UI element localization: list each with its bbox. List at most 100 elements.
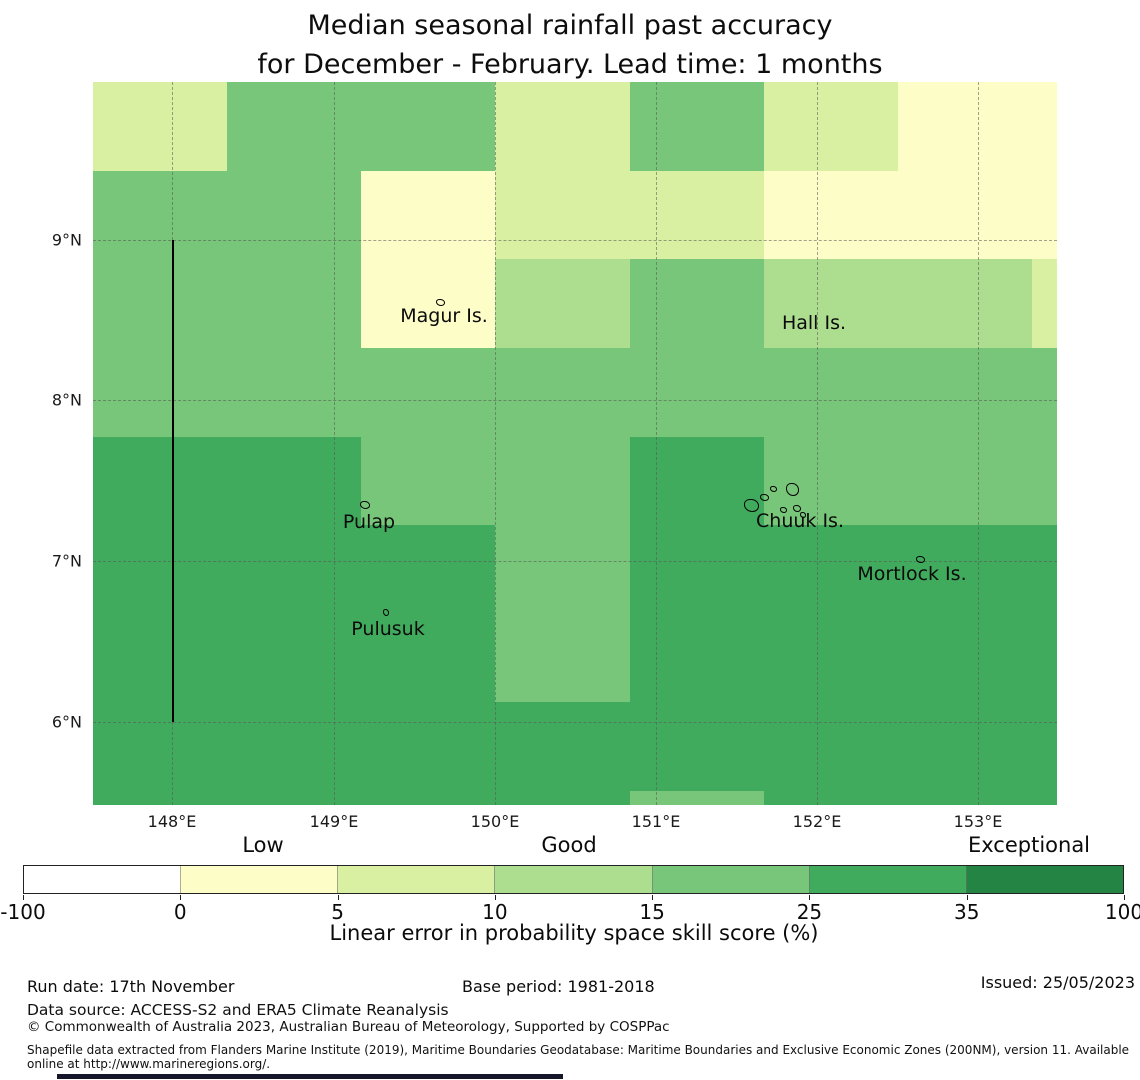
islet-outline bbox=[786, 483, 799, 496]
grid-cell bbox=[227, 437, 361, 525]
colorbar-segment bbox=[180, 866, 338, 893]
grid-cell bbox=[764, 171, 898, 259]
islet-outline bbox=[436, 299, 445, 306]
grid-cell bbox=[764, 791, 898, 805]
grid-cell bbox=[361, 614, 495, 702]
page-title: Median seasonal rainfall past accuracy f… bbox=[0, 6, 1140, 84]
grid-cell bbox=[93, 791, 227, 805]
islet-outline bbox=[793, 505, 801, 512]
colorbar-tick-label: 5 bbox=[331, 900, 344, 924]
title-line-2: for December - February. Lead time: 1 mo… bbox=[257, 49, 883, 80]
colorbar-tick-label: 15 bbox=[639, 900, 665, 924]
colorbar-tick bbox=[494, 895, 496, 900]
grid-cell bbox=[1032, 437, 1057, 525]
grid-cell bbox=[361, 348, 495, 437]
grid-cell bbox=[495, 702, 630, 791]
latitude-gridline bbox=[93, 722, 1057, 723]
x-axis-tick-label: 153°E bbox=[953, 812, 1003, 831]
islet-outline bbox=[744, 499, 759, 512]
grid-cell bbox=[1032, 259, 1057, 348]
bottom-crop-bar bbox=[57, 1074, 563, 1079]
colorbar-tick bbox=[180, 895, 182, 900]
colorbar-tick bbox=[337, 895, 339, 900]
grid-cell bbox=[361, 171, 495, 259]
shapefile-attribution-line1: Shapefile data extracted from Flanders M… bbox=[27, 1043, 1130, 1057]
longitude-gridline bbox=[656, 82, 657, 805]
grid-cell bbox=[1032, 614, 1057, 702]
grid-cell bbox=[1032, 791, 1057, 805]
grid-cell bbox=[227, 614, 361, 702]
grid-cell bbox=[1032, 348, 1057, 437]
longitude-gridline bbox=[817, 82, 818, 805]
colorbar bbox=[23, 865, 1124, 894]
colorbar-tick-label: 25 bbox=[796, 900, 823, 924]
grid-cell bbox=[361, 437, 495, 525]
grid-cell bbox=[93, 82, 227, 171]
islet-outline bbox=[800, 512, 806, 518]
grid-cell bbox=[495, 259, 630, 348]
grid-cell bbox=[361, 702, 495, 791]
run-date-text: Run date: 17th November bbox=[27, 977, 235, 996]
grid-cell bbox=[630, 791, 764, 805]
grid-cell bbox=[361, 259, 495, 348]
grid-cell bbox=[227, 702, 361, 791]
grid-cell bbox=[227, 791, 361, 805]
grid-cell bbox=[361, 791, 495, 805]
grid-cell bbox=[93, 259, 227, 348]
grid-cell bbox=[764, 259, 898, 348]
grid-cell bbox=[898, 437, 1032, 525]
grid-cell bbox=[1032, 82, 1057, 171]
grid-cell bbox=[630, 525, 764, 614]
y-axis-tick-label: 6°N bbox=[51, 712, 82, 732]
grid-cell bbox=[630, 437, 764, 525]
y-axis-tick-label: 7°N bbox=[51, 551, 82, 571]
island-label: Pulap bbox=[342, 511, 396, 533]
grid-cell bbox=[93, 702, 227, 791]
grid-cell bbox=[495, 171, 630, 259]
grid-cell bbox=[93, 614, 227, 702]
colorbar-tick bbox=[23, 895, 24, 900]
grid-cell bbox=[1032, 702, 1057, 791]
colorbar-tick bbox=[1124, 895, 1125, 900]
legend-category-label: Exceptional bbox=[967, 833, 1091, 857]
grid-cell bbox=[764, 82, 898, 171]
shapefile-attribution-line2: online at http://www.marineregions.org/. bbox=[27, 1057, 271, 1071]
latitude-gridline bbox=[93, 561, 1057, 562]
grid-cell bbox=[630, 82, 764, 171]
island-label: Hall Is. bbox=[781, 312, 847, 334]
islet-outline bbox=[360, 501, 370, 509]
grid-cell bbox=[495, 614, 630, 702]
grid-cell bbox=[898, 171, 1032, 259]
grid-cell bbox=[495, 82, 630, 171]
grid-cell bbox=[898, 525, 1032, 614]
islet-outline bbox=[383, 609, 389, 616]
grid-cell bbox=[93, 437, 227, 525]
grid-cell bbox=[227, 348, 361, 437]
latitude-gridline bbox=[93, 240, 1057, 241]
grid-cell bbox=[361, 82, 495, 171]
grid-cell bbox=[764, 614, 898, 702]
grid-cell bbox=[764, 702, 898, 791]
grid-cell bbox=[495, 348, 630, 437]
colorbar-caption: Linear error in probability space skill … bbox=[329, 921, 819, 945]
grid-cell bbox=[630, 348, 764, 437]
longitude-gridline bbox=[495, 82, 496, 805]
y-axis-tick-label: 9°N bbox=[51, 230, 82, 250]
grid-cell bbox=[630, 259, 764, 348]
y-axis-tick-label: 8°N bbox=[51, 390, 82, 410]
grid-cell bbox=[227, 259, 361, 348]
islet-outline bbox=[780, 507, 787, 513]
grid-cell bbox=[495, 791, 630, 805]
grid-cell bbox=[630, 614, 764, 702]
colorbar-tick-label: 100 bbox=[1104, 900, 1140, 924]
colorbar-tick-label: -100 bbox=[0, 900, 46, 924]
x-axis-tick-label: 152°E bbox=[792, 812, 842, 831]
grid-cell bbox=[495, 525, 630, 614]
copyright-text: © Commonwealth of Australia 2023, Austra… bbox=[27, 1019, 670, 1035]
grid-cell bbox=[1032, 171, 1057, 259]
data-source-text: Data source: ACCESS-S2 and ERA5 Climate … bbox=[27, 1001, 449, 1019]
colorbar-tick bbox=[966, 895, 968, 900]
grid-cell bbox=[898, 82, 1032, 171]
islet-outline bbox=[770, 486, 777, 492]
